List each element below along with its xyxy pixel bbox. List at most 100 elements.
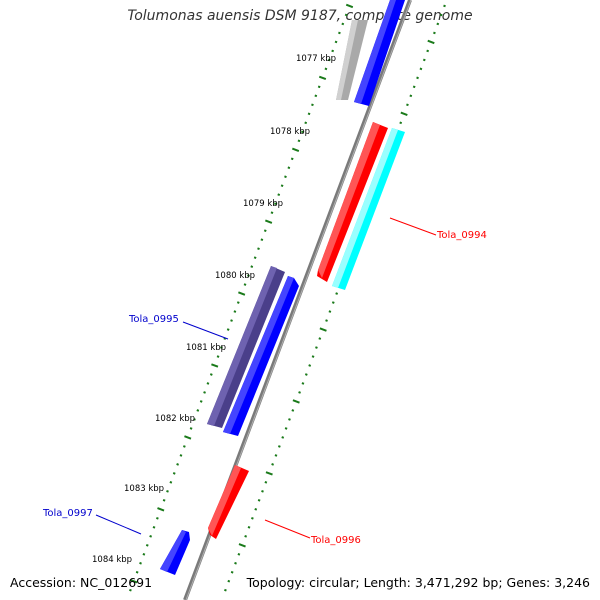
minor-tick: [297, 139, 301, 143]
minor-tick: [257, 499, 261, 502]
minor-tick: [334, 40, 338, 44]
major-tick: [130, 579, 138, 584]
minor-tick: [433, 31, 436, 35]
minor-tick: [149, 534, 153, 538]
minor-tick: [166, 490, 169, 493]
minor-tick: [230, 570, 234, 574]
minor-tick: [304, 373, 308, 376]
minor-tick: [247, 274, 250, 277]
minor-tick: [426, 49, 430, 53]
minor-tick: [284, 175, 287, 179]
major-tick: [264, 219, 273, 224]
major-tick: [318, 75, 327, 81]
minor-tick: [344, 13, 348, 17]
gene-Tola_0995[interactable]: [207, 266, 285, 428]
minor-tick: [264, 481, 268, 484]
minor-tick: [216, 355, 220, 358]
minor-tick: [271, 463, 274, 466]
minor-tick: [220, 346, 223, 349]
minor-tick: [422, 58, 426, 62]
inner-tick-track: [129, 3, 354, 592]
minor-tick: [162, 499, 166, 502]
tick-label-1077: 1077 kbp: [296, 54, 336, 64]
major-tick: [427, 39, 435, 45]
gene-red-1[interactable]: [317, 122, 388, 282]
minor-tick: [257, 247, 260, 250]
tick-label-1079: 1079 kbp: [243, 199, 283, 209]
major-tick: [265, 471, 273, 476]
tick-label-1084: 1084 kbp: [92, 555, 132, 565]
minor-tick: [234, 561, 237, 565]
minor-tick: [237, 552, 241, 556]
minor-tick: [142, 552, 146, 556]
gene-Tola_0994[interactable]: [332, 128, 405, 290]
gene-Tola_0997[interactable]: [160, 530, 190, 575]
minor-tick: [244, 534, 248, 538]
minor-tick: [317, 85, 321, 89]
major-tick: [238, 543, 246, 548]
major-tick: [184, 435, 192, 440]
minor-tick: [439, 13, 443, 17]
minor-tick: [331, 301, 335, 304]
minor-tick: [308, 364, 312, 367]
minor-tick: [273, 202, 277, 206]
minor-tick: [281, 436, 285, 439]
minor-tick: [230, 319, 233, 322]
gene-label-Tola_0996[interactable]: Tola_0996: [310, 535, 361, 546]
minor-tick: [301, 382, 305, 385]
major-tick: [292, 399, 300, 404]
minor-tick: [277, 193, 281, 197]
tick-labels: 1077 kbp 1078 kbp 1079 kbp 1080 kbp 1081…: [92, 54, 336, 565]
leader-Tola_0995: [182, 321, 229, 340]
minor-tick: [324, 67, 328, 71]
gene-blue-long[interactable]: [223, 276, 299, 436]
minor-tick: [311, 355, 315, 358]
minor-tick: [412, 85, 416, 89]
minor-tick: [443, 4, 446, 8]
outer-tick-track: [224, 4, 446, 592]
accession-text: Accession: NC_012691: [10, 575, 153, 590]
minor-tick: [206, 382, 210, 385]
minor-tick: [274, 454, 278, 457]
gene-blue-top[interactable]: [354, 0, 405, 106]
minor-tick: [224, 588, 227, 592]
minor-tick: [409, 94, 413, 98]
minor-tick: [129, 588, 132, 592]
tick-label-1082: 1082 kbp: [155, 414, 195, 424]
minor-tick: [209, 373, 213, 376]
leader-Tola_0997: [95, 514, 142, 535]
tick-label-1080: 1080 kbp: [215, 271, 255, 281]
major-tick: [319, 327, 327, 332]
major-tick: [400, 111, 408, 116]
minor-tick: [318, 337, 322, 340]
minor-tick: [270, 211, 274, 215]
minor-tick: [287, 166, 291, 170]
minor-tick: [335, 292, 339, 295]
gene-label-Tola_0994[interactable]: Tola_0994: [436, 230, 487, 241]
minor-tick: [203, 391, 206, 394]
tick-label-1081: 1081 kbp: [186, 343, 226, 353]
minor-tick: [182, 445, 186, 448]
minor-tick: [223, 337, 227, 340]
minor-tick: [304, 121, 308, 125]
gene-label-Tola_0995[interactable]: Tola_0995: [128, 314, 179, 325]
minor-tick: [277, 445, 281, 448]
gene-label-Tola_0997[interactable]: Tola_0997: [42, 508, 93, 519]
minor-tick: [406, 103, 409, 107]
minor-tick: [179, 454, 183, 457]
minor-tick: [250, 265, 254, 268]
minor-tick: [325, 319, 328, 322]
minor-tick: [263, 229, 267, 232]
minor-tick: [307, 112, 311, 116]
minor-tick: [311, 103, 314, 107]
tick-label-1078: 1078 kbp: [270, 127, 310, 137]
minor-tick: [243, 283, 247, 286]
major-tick: [211, 363, 219, 368]
minor-tick: [300, 130, 304, 134]
minor-tick: [338, 31, 341, 35]
minor-tick: [419, 67, 423, 71]
gene-gray-top[interactable]: [336, 20, 368, 100]
gene-Tola_0996[interactable]: [208, 465, 249, 539]
minor-tick: [290, 157, 294, 161]
